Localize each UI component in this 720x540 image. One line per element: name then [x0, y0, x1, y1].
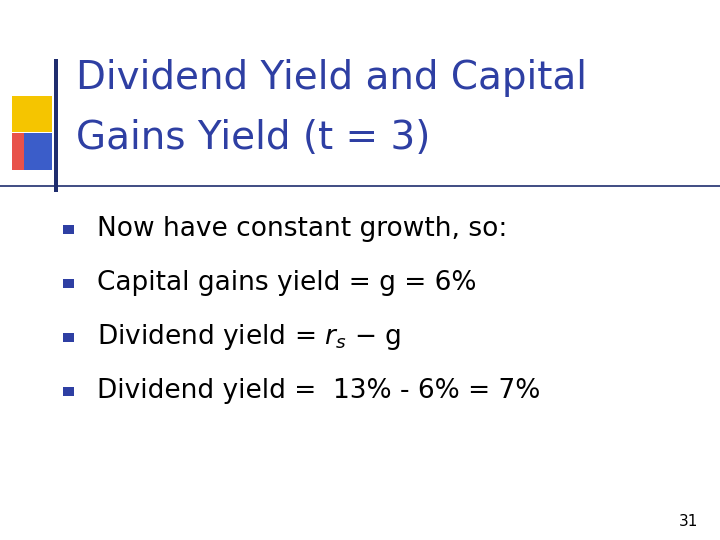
Bar	[24, 133, 52, 170]
Bar	[63, 279, 74, 288]
Text: Dividend yield = $r_s$ $-$ g: Dividend yield = $r_s$ $-$ g	[97, 322, 401, 353]
Bar	[12, 96, 52, 132]
Bar	[63, 333, 74, 342]
Text: 31: 31	[679, 514, 698, 529]
Bar	[63, 225, 74, 234]
Text: Dividend yield =  13% - 6% = 7%: Dividend yield = 13% - 6% = 7%	[97, 379, 541, 404]
Text: Capital gains yield = g = 6%: Capital gains yield = g = 6%	[97, 271, 477, 296]
Bar	[12, 133, 40, 170]
Text: Now have constant growth, so:: Now have constant growth, so:	[97, 217, 508, 242]
Bar	[54, 59, 58, 192]
Text: Gains Yield (t = 3): Gains Yield (t = 3)	[76, 119, 430, 157]
Text: Dividend Yield and Capital: Dividend Yield and Capital	[76, 59, 587, 97]
Bar	[63, 387, 74, 396]
